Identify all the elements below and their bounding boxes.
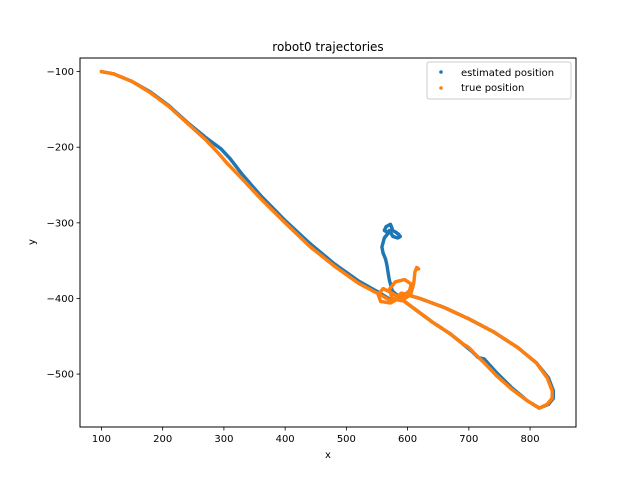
point-true-position [416,267,421,271]
y-tick-label: −500 [47,370,74,381]
legend: estimated position true position [426,61,572,100]
y-tick-label: −100 [47,67,74,78]
legend-marker-true [439,86,443,90]
y-tick-label: −300 [47,218,74,229]
y-tick-label: −400 [47,294,74,305]
x-tick-label: 100 [92,434,111,445]
y-axis-ticks: −100 −200 −300 −400 −500 [47,67,80,381]
y-axis-label: y [27,239,38,245]
chart-title: robot0 trajectories [272,40,383,54]
x-tick-label: 800 [521,434,540,445]
x-tick-label: 300 [214,434,233,445]
x-tick-label: 600 [398,434,417,445]
x-tick-label: 700 [459,434,478,445]
legend-marker-estimated [439,70,443,74]
y-tick-label: −200 [47,143,74,154]
x-tick-label: 500 [337,434,356,445]
legend-label-estimated: estimated position [461,68,554,79]
legend-label-true: true position [461,83,524,94]
legend-box [426,61,572,100]
series-true-position [99,69,554,410]
plot-frame [79,57,577,428]
plot-marks [99,69,556,410]
x-tick-label: 200 [153,434,172,445]
x-axis-ticks: 100 200 300 400 500 600 700 800 [92,427,540,445]
x-tick-label: 400 [276,434,295,445]
x-axis-label: x [325,450,331,461]
point-estimated-position [387,228,391,233]
